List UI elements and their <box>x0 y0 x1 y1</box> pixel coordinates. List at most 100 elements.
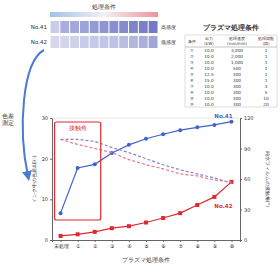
tick: 0 <box>240 237 247 243</box>
series-line <box>61 139 232 182</box>
swatch <box>109 36 118 48</box>
table-cell: 3,000 <box>231 48 243 53</box>
marker <box>195 203 199 207</box>
table-cell: 500 <box>233 66 241 71</box>
table-header: (kW) <box>204 41 214 46</box>
table-frame <box>185 35 277 107</box>
marker <box>178 211 182 215</box>
marker <box>161 216 165 220</box>
table-cell: ⑧ <box>190 90 194 95</box>
row-label: No.42 <box>31 39 47 45</box>
tick-label: ⑧ <box>196 243 201 249</box>
tick-mark <box>240 118 242 119</box>
tick: 20 <box>42 156 52 162</box>
marker <box>178 128 182 132</box>
series-label: No.42 <box>214 203 232 209</box>
tick: 0 <box>45 237 52 243</box>
tick-label: ⑨ <box>213 243 218 249</box>
tick-label: 0 <box>45 237 48 243</box>
tick-label: ⑦ <box>178 243 183 249</box>
swatch <box>100 21 109 33</box>
table-cell: 300 <box>233 84 241 89</box>
tick: ⑤ <box>144 240 149 249</box>
table-cell: ⑨ <box>190 96 194 101</box>
swatch <box>129 36 138 48</box>
table-cell: 10.0 <box>204 48 214 53</box>
table-cell: 10.0 <box>204 54 214 59</box>
tick-mark <box>240 149 242 150</box>
marker <box>144 221 148 225</box>
marker <box>76 232 80 236</box>
swatch <box>80 36 89 48</box>
marker <box>59 234 63 238</box>
table-cell: 12.5 <box>204 72 214 77</box>
axis-line <box>50 119 53 241</box>
header-title: 処理条件 <box>92 4 116 10</box>
table-cell: ⑩ <box>190 102 194 107</box>
plot-frame <box>52 118 240 119</box>
tick: 60 <box>240 176 250 182</box>
tick: ⑧ <box>196 240 201 249</box>
swatch <box>60 36 69 48</box>
table-cell: 1 <box>265 66 268 71</box>
swatch <box>51 21 60 33</box>
table-cell: 1 <box>265 48 268 53</box>
tick: ② <box>93 240 98 249</box>
side-label: 色差 <box>2 113 14 119</box>
tick: 30 <box>42 115 52 121</box>
table-cell: 10.0 <box>204 66 214 71</box>
swatch <box>70 36 79 48</box>
table-cell: 10 <box>263 96 269 101</box>
marker <box>161 132 165 136</box>
table-cell: 1 <box>265 54 268 59</box>
tick-label: ① <box>76 243 81 249</box>
tick-mark <box>50 118 52 119</box>
table-cell: 2,000 <box>231 54 243 59</box>
side-label: 測定 <box>2 119 14 126</box>
swatch <box>139 21 148 33</box>
marker <box>76 166 80 170</box>
tick-mark <box>50 199 52 200</box>
marker <box>229 120 233 124</box>
swatch <box>80 21 89 33</box>
page: 処理条件No.41高感度No.42低感度色差測定プラズマ処理条件条件出力(kW)… <box>0 0 280 280</box>
swatch <box>60 21 69 33</box>
table-cell: 10.0 <box>204 90 214 95</box>
tick-label: ⑤ <box>144 243 149 249</box>
marker <box>110 226 114 230</box>
table-cell: 300 <box>233 78 241 83</box>
table-cell: ⑦ <box>190 84 194 89</box>
marker <box>212 195 216 199</box>
y2-axis: 0306090120 <box>240 115 254 243</box>
table-cell: 3 <box>265 84 268 89</box>
series-line <box>61 139 232 183</box>
table-cell: 1 <box>265 72 268 77</box>
swatch <box>119 36 128 48</box>
swatch <box>119 21 128 33</box>
tick-label: 120 <box>244 115 254 121</box>
tick-label: 10 <box>42 196 48 202</box>
y-title: インク中の色差ΔE(-) <box>31 155 37 202</box>
marker <box>93 230 97 234</box>
table-header: (mm/min) <box>227 41 247 46</box>
table-cell: ⑥ <box>190 78 194 83</box>
tick: ③ <box>110 240 115 249</box>
tick-label: ④ <box>127 243 132 249</box>
series-line <box>61 182 232 236</box>
annotation: 接触角 <box>69 124 87 131</box>
marker <box>127 143 131 147</box>
x-axis: 未処理①②③④⑤⑥⑦⑧⑨⑩ <box>53 240 241 249</box>
table-header: 条件 <box>188 39 196 44</box>
y-axis: 0 10 20 30 <box>42 115 53 243</box>
table-cell: 10.0 <box>204 84 214 89</box>
axis-line <box>241 119 243 241</box>
tick: ① <box>76 240 81 249</box>
swatch <box>149 21 158 33</box>
condition-gradient <box>50 12 158 17</box>
swatch <box>100 36 109 48</box>
tick-mark <box>240 179 242 180</box>
table-cell: 1 <box>265 60 268 65</box>
table-cell: ③ <box>190 60 194 65</box>
swatch <box>90 36 99 48</box>
table-cell: ② <box>190 54 194 59</box>
